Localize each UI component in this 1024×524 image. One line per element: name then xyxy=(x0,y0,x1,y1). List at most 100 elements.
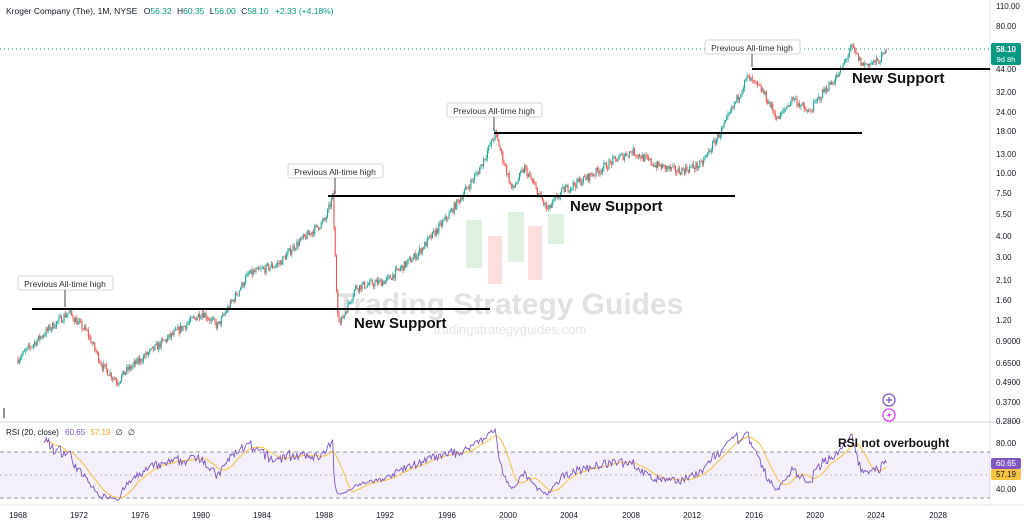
candle-body xyxy=(214,318,216,322)
candle-body xyxy=(431,231,433,239)
candle-body xyxy=(90,336,92,344)
candle-body xyxy=(225,311,228,313)
last-price-tag[interactable]: 58.10 9d 8h xyxy=(991,43,1021,65)
candle-body xyxy=(846,58,848,60)
watermark-candle-1 xyxy=(466,220,482,268)
candle-body xyxy=(145,352,147,357)
candle-body xyxy=(51,322,54,329)
candle-body xyxy=(195,317,197,321)
candle-body xyxy=(268,264,270,270)
candle-body xyxy=(571,187,573,189)
candle-body xyxy=(456,199,458,210)
candle-body xyxy=(245,276,247,284)
candle-body xyxy=(884,50,886,54)
candle-body xyxy=(270,264,272,268)
candle-body xyxy=(394,269,396,279)
candle-body xyxy=(790,102,792,106)
candle-body xyxy=(344,312,347,315)
candle-body xyxy=(650,158,652,165)
candle-body xyxy=(544,203,546,205)
time-axis[interactable]: 1968 1972 1976 1980 1984 1988 1992 1996 … xyxy=(9,511,947,520)
candle-body xyxy=(719,134,721,138)
candle-body xyxy=(350,302,352,304)
change-value: +2.33 (+4.18%) xyxy=(275,6,334,16)
candle-body xyxy=(600,171,602,173)
candle-body xyxy=(27,345,29,348)
candle-body xyxy=(468,187,471,189)
candle-body xyxy=(297,241,299,246)
candle-body xyxy=(713,140,715,143)
candle-body xyxy=(566,185,568,188)
candle-body xyxy=(160,339,162,348)
candle-body xyxy=(333,193,335,228)
candle-body xyxy=(454,203,457,210)
candle-body xyxy=(667,166,669,169)
ath-callout-1[interactable]: Previous All-time high xyxy=(17,275,114,307)
candle-body xyxy=(809,110,811,112)
year-tick-1980: 1980 xyxy=(192,511,210,520)
candle-body xyxy=(211,318,213,320)
candle-body xyxy=(479,168,481,175)
candle-body xyxy=(251,269,253,275)
candle-body xyxy=(348,302,350,304)
candle-body xyxy=(500,149,503,152)
ath-callout-4[interactable]: Previous All-time high xyxy=(704,39,801,67)
candle-body xyxy=(280,260,283,265)
candle-body xyxy=(769,101,771,107)
candle-body xyxy=(316,225,318,228)
candle-body xyxy=(646,156,648,158)
lightning-icon[interactable] xyxy=(882,408,896,422)
candle-body xyxy=(648,157,650,160)
candle-body xyxy=(420,248,422,254)
year-tick-2024: 2024 xyxy=(867,511,885,520)
candle-body xyxy=(40,336,42,340)
candle-body xyxy=(699,161,701,167)
candle-body xyxy=(382,281,384,286)
candle-body xyxy=(419,248,421,253)
candle-body xyxy=(718,134,720,138)
candle-body xyxy=(96,351,98,353)
plus-icon[interactable] xyxy=(882,393,896,407)
candle-body xyxy=(338,314,340,321)
candle-body xyxy=(319,227,321,230)
year-tick-1992: 1992 xyxy=(376,511,394,520)
candle-body xyxy=(855,49,857,53)
candle-body xyxy=(525,165,527,168)
candle-body xyxy=(782,110,784,114)
candle-body xyxy=(498,139,500,147)
candle-body xyxy=(658,161,660,167)
candle-body xyxy=(360,285,362,290)
candle-body xyxy=(425,242,427,247)
price-tick-0.9: 0.9000 xyxy=(996,337,1021,346)
ath-callout-2[interactable]: Previous All-time high xyxy=(287,163,384,194)
candle-body xyxy=(128,365,130,371)
ath-callout-3[interactable]: Previous All-time high xyxy=(446,102,543,131)
candle-body xyxy=(779,113,781,120)
candle-body xyxy=(440,222,442,226)
candle-body xyxy=(561,188,563,193)
candle-body xyxy=(383,281,385,285)
candle-body xyxy=(800,105,802,107)
candle-body xyxy=(548,204,550,210)
candle-body xyxy=(389,275,391,279)
rsi-pane[interactable]: RSI (20, close) 60.65 57.19 ∅ ∅ RSI not … xyxy=(0,427,1021,501)
candle-body xyxy=(737,95,739,101)
candle-body xyxy=(353,289,355,296)
candle-body xyxy=(67,312,69,316)
candle-body xyxy=(861,62,863,66)
candle-body xyxy=(568,191,570,192)
candle-body xyxy=(862,62,865,66)
candle-body xyxy=(254,270,256,272)
candle-body xyxy=(94,342,96,350)
candle-body xyxy=(640,157,642,159)
candle-body xyxy=(774,113,776,119)
candle-body xyxy=(729,111,732,113)
symbol-legend[interactable]: Kroger Company (The), 1M, NYSE O56.32 H6… xyxy=(6,6,334,16)
candle-body xyxy=(814,101,816,103)
candle-body xyxy=(816,98,819,101)
candle-body xyxy=(515,184,517,187)
candle-body xyxy=(23,350,25,352)
candle-body xyxy=(873,60,875,62)
price-scale[interactable]: 110.00 80.00 44.00 32.00 24.00 18.00 13.… xyxy=(996,2,1021,426)
